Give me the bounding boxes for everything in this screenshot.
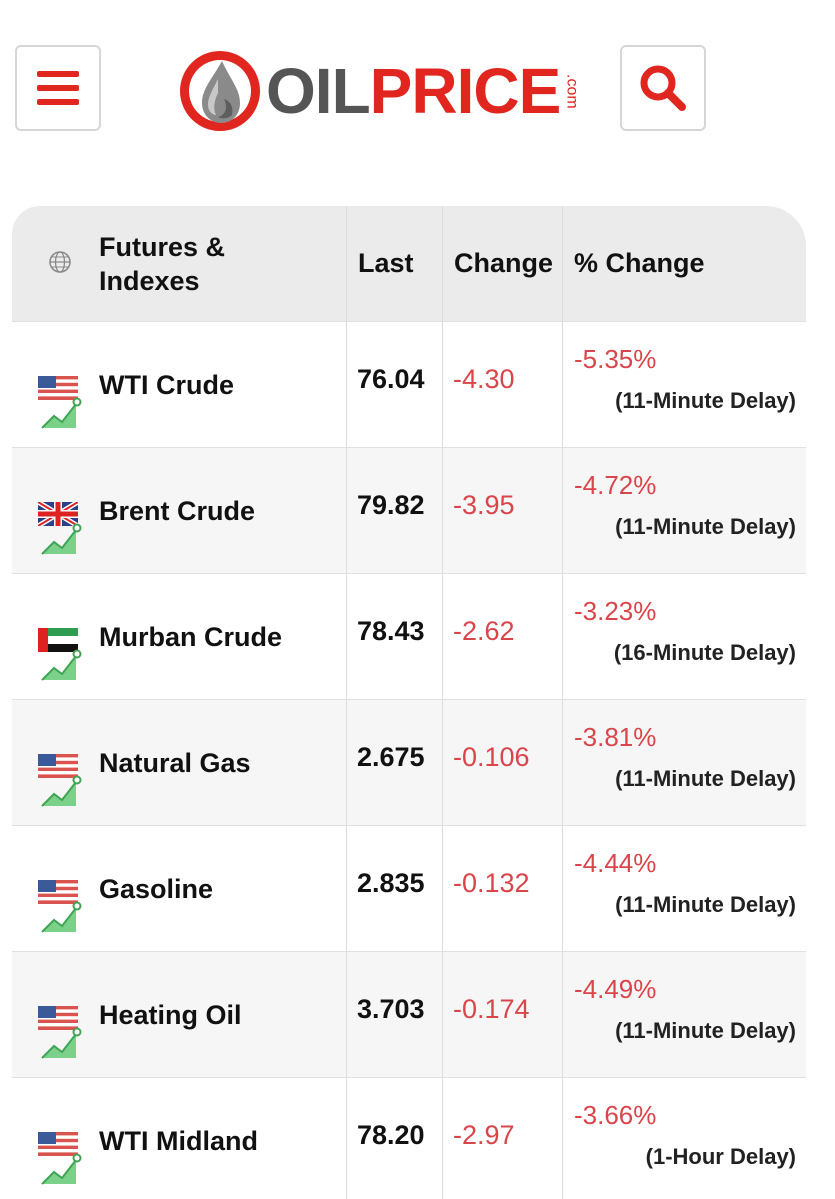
- price-change: -2.97: [453, 1120, 515, 1150]
- delay-note: (11-Minute Delay): [615, 766, 796, 791]
- column-divider: [562, 206, 563, 1199]
- uk-flag-icon: [36, 499, 80, 529]
- last-price: 76.04: [357, 364, 425, 394]
- last-price: 78.43: [357, 616, 425, 646]
- column-divider: [346, 206, 347, 1199]
- table-row[interactable]: WTI Midland 78.20 -2.97 -3.66% (1-Hour Delay…: [12, 1077, 806, 1199]
- delay-note: (11-Minute Delay): [615, 514, 796, 539]
- commodity-name[interactable]: WTI Midland: [99, 1125, 258, 1156]
- site-logo[interactable]: OIL PRICE .com: [178, 48, 581, 134]
- column-header-futures-line2: Indexes: [99, 265, 200, 296]
- oil-drop-logo-icon: [180, 51, 260, 131]
- hamburger-icon: [37, 71, 79, 105]
- search-button[interactable]: [620, 45, 706, 131]
- logo-text-price: PRICE: [369, 55, 562, 127]
- price-change: -0.174: [453, 994, 530, 1024]
- trend-chart-icon: [40, 520, 82, 556]
- us-flag-icon: [38, 376, 78, 400]
- menu-button[interactable]: [15, 45, 101, 131]
- percent-change: -3.81%: [574, 722, 657, 752]
- delay-note: (11-Minute Delay): [615, 892, 796, 917]
- last-price: 2.835: [357, 868, 425, 898]
- trend-chart-icon: [40, 394, 82, 430]
- site-header: OIL PRICE .com: [0, 0, 835, 180]
- price-change: -0.106: [453, 742, 530, 772]
- table-row[interactable]: Brent Crude 79.82 -3.95 -4.72% (11-Minute De…: [12, 447, 806, 573]
- trend-chart-icon: [40, 772, 82, 808]
- delay-note: (11-Minute Delay): [615, 1018, 796, 1043]
- commodity-name[interactable]: Natural Gas: [99, 747, 251, 778]
- commodity-name[interactable]: WTI Crude: [99, 369, 234, 400]
- delay-note: (1-Hour Delay): [645, 1144, 796, 1169]
- us-flag-icon: [38, 1132, 78, 1156]
- table-row[interactable]: Gasoline 2.835 -0.132 -4.44% (11-Minute Dela…: [12, 825, 806, 951]
- logo-text-com: .com: [563, 73, 581, 109]
- futures-table: Futures & Indexes Last Change % Change W…: [12, 206, 806, 1199]
- percent-change: -4.49%: [574, 974, 657, 1004]
- last-price: 3.703: [357, 994, 425, 1024]
- commodity-name[interactable]: Gasoline: [99, 873, 214, 904]
- column-divider: [442, 206, 443, 1199]
- uae-flag-icon: [38, 628, 78, 652]
- column-header-pct-change[interactable]: % Change: [574, 248, 705, 278]
- table-row[interactable]: Heating Oil 3.703 -0.174 -4.49% (11-Minute D…: [12, 951, 806, 1077]
- search-icon: [640, 65, 686, 111]
- last-price: 78.20: [357, 1120, 425, 1150]
- column-header-futures-line1: Futures &: [99, 231, 226, 262]
- trend-chart-icon: [40, 1024, 82, 1060]
- column-header-last[interactable]: Last: [358, 248, 414, 278]
- logo-text-oil: OIL: [266, 55, 371, 127]
- us-flag-icon: [38, 880, 78, 904]
- percent-change: -4.44%: [574, 848, 657, 878]
- column-header-change[interactable]: Change: [454, 248, 554, 278]
- last-price: 79.82: [357, 490, 425, 520]
- price-change: -0.132: [453, 868, 530, 898]
- percent-change: -3.23%: [574, 596, 657, 626]
- delay-note: (11-Minute Delay): [615, 388, 796, 413]
- trend-chart-icon: [40, 898, 82, 934]
- us-flag-icon: [38, 754, 78, 778]
- trend-chart-icon: [40, 646, 82, 682]
- table-row[interactable]: Murban Crude 78.43 -2.62 -3.23% (16-Minute D…: [12, 573, 806, 699]
- commodity-name[interactable]: Heating Oil: [99, 999, 242, 1030]
- percent-change: -3.66%: [574, 1100, 657, 1130]
- commodity-name[interactable]: Brent Crude: [99, 495, 256, 526]
- price-change: -4.30: [453, 364, 515, 394]
- table-header: Futures & Indexes Last Change % Change: [12, 206, 806, 321]
- globe-icon: [49, 251, 71, 273]
- table-row[interactable]: WTI Crude 76.04 -4.30 -5.35% (11-Minute Dela…: [12, 321, 806, 447]
- trend-chart-icon: [40, 1150, 82, 1186]
- table-row[interactable]: Natural Gas 2.675 -0.106 -3.81% (11-Minute D…: [12, 699, 806, 825]
- price-change: -2.62: [453, 616, 515, 646]
- us-flag-icon: [38, 1006, 78, 1030]
- commodity-name[interactable]: Murban Crude: [99, 621, 283, 652]
- last-price: 2.675: [357, 742, 425, 772]
- percent-change: -5.35%: [574, 344, 657, 374]
- delay-note: (16-Minute Delay): [613, 640, 796, 665]
- price-change: -3.95: [453, 490, 515, 520]
- percent-change: -4.72%: [574, 470, 657, 500]
- column-header-futures[interactable]: Futures & Indexes: [99, 206, 339, 321]
